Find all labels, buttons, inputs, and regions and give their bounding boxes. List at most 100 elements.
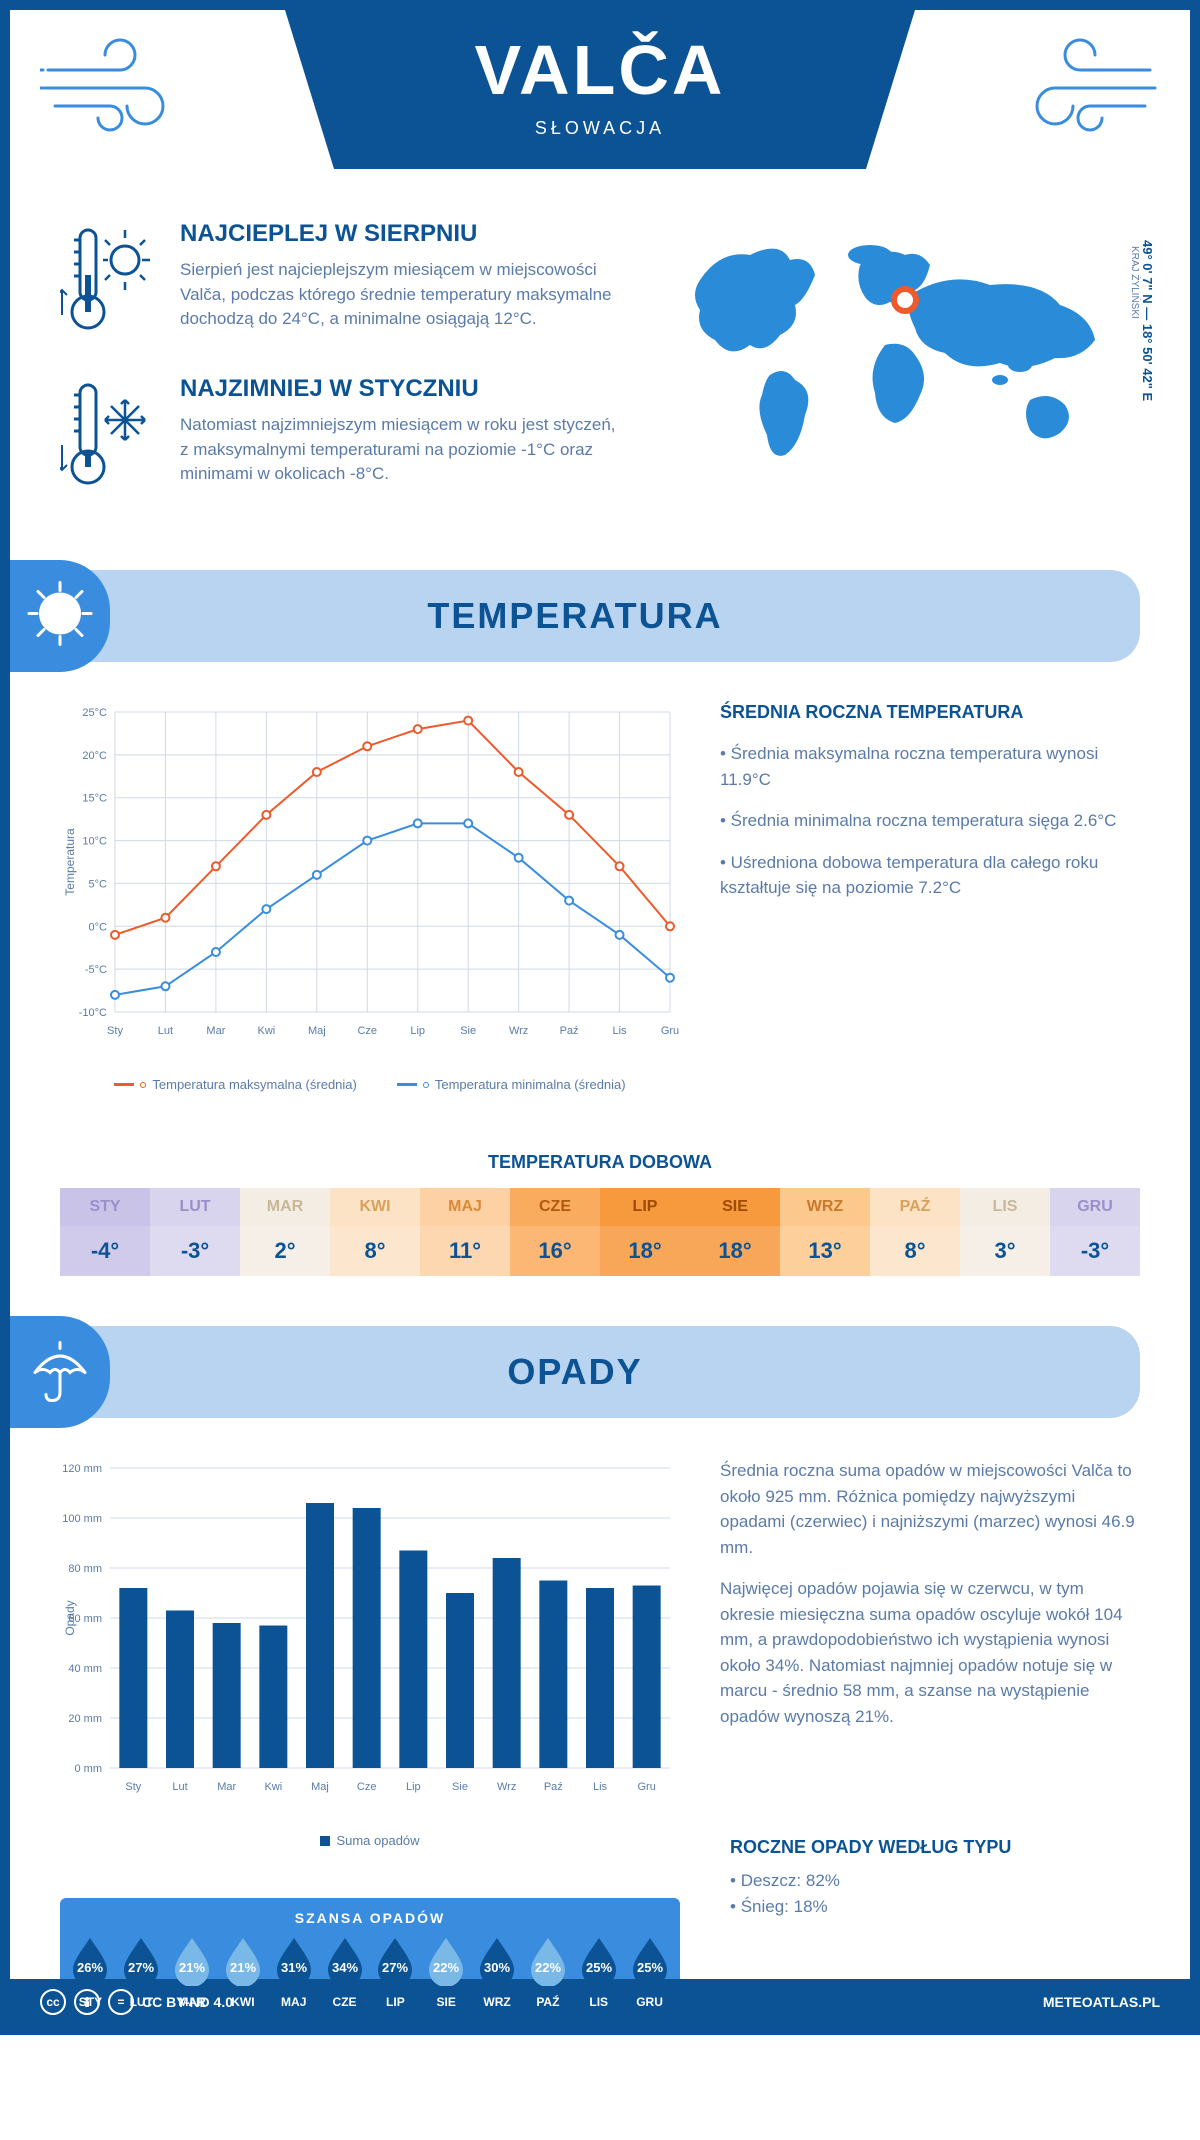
svg-text:Sty: Sty (125, 1781, 141, 1793)
fact-hot-text: Sierpień jest najcieplejszym miesiącem w… (180, 258, 620, 332)
svg-text:100 mm: 100 mm (62, 1513, 102, 1525)
title-block: VALČA SŁOWACJA (250, 10, 950, 169)
section-header-precip: OPADY (10, 1326, 1140, 1418)
country-subtitle: SŁOWACJA (370, 118, 830, 139)
temp-legend: Temperatura maksymalna (średnia)Temperat… (60, 1077, 680, 1092)
svg-text:27%: 27% (382, 1960, 408, 1975)
nd-icon: = (108, 1989, 134, 2015)
thermometer-snow-icon (60, 375, 160, 495)
svg-text:80 mm: 80 mm (68, 1563, 102, 1575)
thermometer-sun-icon (60, 220, 160, 340)
precip-info-p1: Średnia roczna suma opadów w miejscowośc… (720, 1458, 1140, 1560)
svg-text:40 mm: 40 mm (68, 1663, 102, 1675)
svg-text:5°C: 5°C (89, 878, 108, 890)
svg-text:20°C: 20°C (82, 750, 107, 762)
svg-text:27%: 27% (128, 1960, 154, 1975)
temp-bullet: • Uśredniona dobowa temperatura dla całe… (720, 850, 1140, 901)
svg-text:Cze: Cze (357, 1781, 377, 1793)
svg-text:Sty: Sty (107, 1025, 123, 1037)
svg-text:30%: 30% (484, 1960, 510, 1975)
daily-cell: MAJ 11° (420, 1188, 510, 1276)
fact-cold-text: Natomiast najzimniejszym miesiącem w rok… (180, 413, 620, 487)
svg-text:Mar: Mar (217, 1781, 236, 1793)
svg-text:22%: 22% (433, 1960, 459, 1975)
precip-drop: 25% GRU (624, 1936, 675, 2009)
temperature-chart: -10°C-5°C0°C5°C10°C15°C20°C25°CStyLutMar… (60, 702, 680, 1092)
svg-text:Maj: Maj (308, 1025, 326, 1037)
precip-drop: 27% LIP (370, 1936, 421, 2009)
svg-text:0 mm: 0 mm (75, 1763, 103, 1775)
precip-drop: 31% MAJ (268, 1936, 319, 2009)
svg-text:Mar: Mar (206, 1025, 225, 1037)
svg-text:Maj: Maj (311, 1781, 329, 1793)
svg-text:15°C: 15°C (82, 793, 107, 805)
svg-text:Gru: Gru (661, 1025, 679, 1037)
svg-text:34%: 34% (332, 1960, 358, 1975)
precip-info: Średnia roczna suma opadów w miejscowośc… (720, 1458, 1140, 1848)
precip-drop: 25% LIS (573, 1936, 624, 2009)
license-text: CC BY-ND 4.0 (142, 1994, 233, 2010)
svg-text:-5°C: -5°C (85, 964, 107, 976)
daily-cell: GRU -3° (1050, 1188, 1140, 1276)
svg-text:31%: 31% (281, 1960, 307, 1975)
daily-temp-title: TEMPERATURA DOBOWA (10, 1152, 1190, 1173)
svg-text:Wrz: Wrz (509, 1025, 528, 1037)
precip-drop: 22% SIE (421, 1936, 472, 2009)
svg-text:Lis: Lis (613, 1025, 628, 1037)
temp-info-title: ŚREDNIA ROCZNA TEMPERATURA (720, 702, 1140, 723)
svg-text:25%: 25% (586, 1960, 612, 1975)
precip-legend: Suma opadów (60, 1833, 680, 1848)
svg-text:Paź: Paź (560, 1025, 579, 1037)
site-name: METEOATLAS.PL (1043, 1994, 1160, 2010)
temp-info: ŚREDNIA ROCZNA TEMPERATURA • Średnia mak… (720, 702, 1140, 1092)
svg-text:-10°C: -10°C (79, 1007, 107, 1019)
precip-drop: 34% CZE (319, 1936, 370, 2009)
fact-coldest: NAJZIMNIEJ W STYCZNIU Natomiast najzimni… (60, 375, 620, 495)
coord-region: KRAJ ŻYLIŃSKI (1129, 246, 1140, 401)
daily-cell: PAŹ 8° (870, 1188, 960, 1276)
precip-type-block: ROCZNE OPADY WEDŁUG TYPU • Deszcz: 82% •… (10, 1837, 1190, 1949)
temp-bullet: • Średnia minimalna roczna temperatura s… (720, 808, 1140, 834)
svg-text:Sie: Sie (460, 1025, 476, 1037)
wind-icon-left (40, 30, 210, 145)
coord-lat: 49° 0' 7" N (1140, 240, 1155, 304)
precip-legend-label: Suma opadów (336, 1833, 419, 1848)
svg-text:Cze: Cze (357, 1025, 377, 1037)
svg-text:Temperatura: Temperatura (63, 828, 77, 896)
precip-drop: 22% PAŹ (522, 1936, 573, 2009)
precip-drop: 30% WRZ (472, 1936, 523, 2009)
svg-text:0°C: 0°C (89, 921, 108, 933)
coordinates: 49° 0' 7" N — 18° 50' 42" E KRAJ ŻYLIŃSK… (1129, 240, 1155, 401)
intro-section: NAJCIEPLEJ W SIERPNIU Sierpień jest najc… (10, 200, 1190, 570)
svg-text:25°C: 25°C (82, 707, 107, 719)
svg-text:21%: 21% (230, 1960, 256, 1975)
temp-bullet: • Średnia maksymalna roczna temperatura … (720, 741, 1140, 792)
daily-cell: LIP 18° (600, 1188, 690, 1276)
svg-text:10°C: 10°C (82, 836, 107, 848)
daily-cell: CZE 16° (510, 1188, 600, 1276)
legend-item: Temperatura minimalna (średnia) (397, 1077, 626, 1092)
daily-cell: LUT -3° (150, 1188, 240, 1276)
precip-type-snow: Śnieg: 18% (741, 1897, 828, 1916)
svg-text:Lis: Lis (593, 1781, 608, 1793)
fact-hot-title: NAJCIEPLEJ W SIERPNIU (180, 220, 620, 248)
precip-info-p2: Najwięcej opadów pojawia się w czerwcu, … (720, 1576, 1140, 1729)
svg-text:Kwi: Kwi (257, 1025, 275, 1037)
fact-cold-title: NAJZIMNIEJ W STYCZNIU (180, 375, 620, 403)
svg-text:120 mm: 120 mm (62, 1463, 102, 1475)
section-title-temp: TEMPERATURA (10, 595, 1140, 637)
svg-text:Lip: Lip (406, 1781, 421, 1793)
cc-icon: cc (40, 1989, 66, 2015)
precip-chart: 0 mm20 mm40 mm60 mm80 mm100 mm120 mmStyL… (60, 1458, 680, 1848)
wind-icon-right (990, 30, 1160, 145)
daily-cell: STY -4° (60, 1188, 150, 1276)
svg-text:Lip: Lip (410, 1025, 425, 1037)
section-title-precip: OPADY (10, 1351, 1140, 1393)
fact-hottest: NAJCIEPLEJ W SIERPNIU Sierpień jest najc… (60, 220, 620, 340)
svg-text:Gru: Gru (637, 1781, 655, 1793)
daily-temp-table: STY -4° LUT -3° MAR 2° KWI 8° MAJ 11° CZ… (60, 1188, 1140, 1276)
section-header-temp: TEMPERATURA (10, 570, 1140, 662)
daily-cell: SIE 18° (690, 1188, 780, 1276)
daily-cell: MAR 2° (240, 1188, 330, 1276)
svg-text:Opady: Opady (63, 1600, 77, 1635)
